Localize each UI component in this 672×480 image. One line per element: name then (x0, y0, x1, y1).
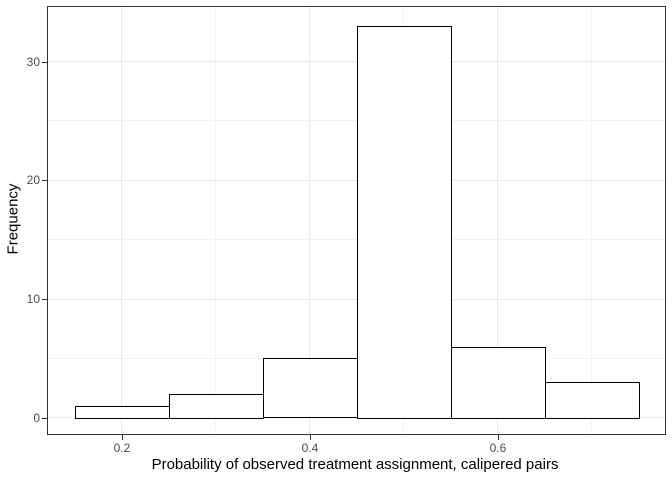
y-tick-mark (42, 61, 47, 63)
x-tick-mark (121, 435, 123, 440)
plot-panel (47, 6, 666, 435)
y-tick-label: 10 (26, 292, 40, 307)
y-major-gridline (48, 179, 665, 181)
histogram-bar (75, 406, 170, 419)
x-minor-gridline (591, 7, 593, 434)
histogram-bar (263, 358, 358, 418)
x-tick-mark (309, 435, 311, 440)
histogram-bar (545, 382, 640, 419)
x-major-gridline (121, 7, 123, 434)
x-axis-title: Probability of observed treatment assign… (151, 456, 559, 473)
y-tick-mark (42, 417, 47, 419)
x-tick-mark (497, 435, 499, 440)
histogram-bar (451, 347, 546, 419)
y-major-gridline (48, 298, 665, 300)
histogram-bar (357, 26, 452, 419)
y-minor-gridline (48, 239, 665, 241)
x-tick-label: 0.4 (301, 441, 319, 455)
y-tick-mark (42, 299, 47, 301)
y-major-gridline (48, 61, 665, 63)
x-tick-label: 0.2 (113, 441, 131, 455)
y-axis-title: Frequency (4, 183, 22, 255)
x-tick-label: 0.6 (489, 441, 507, 455)
x-major-gridline (497, 7, 499, 434)
y-minor-gridline (48, 120, 665, 122)
y-tick-label: 30 (26, 54, 40, 69)
x-minor-gridline (215, 7, 217, 434)
y-tick-label: 20 (26, 173, 40, 188)
y-tick-mark (42, 180, 47, 182)
x-major-gridline (309, 7, 311, 434)
histogram-bar (169, 394, 264, 419)
y-tick-label: 0 (33, 410, 40, 425)
